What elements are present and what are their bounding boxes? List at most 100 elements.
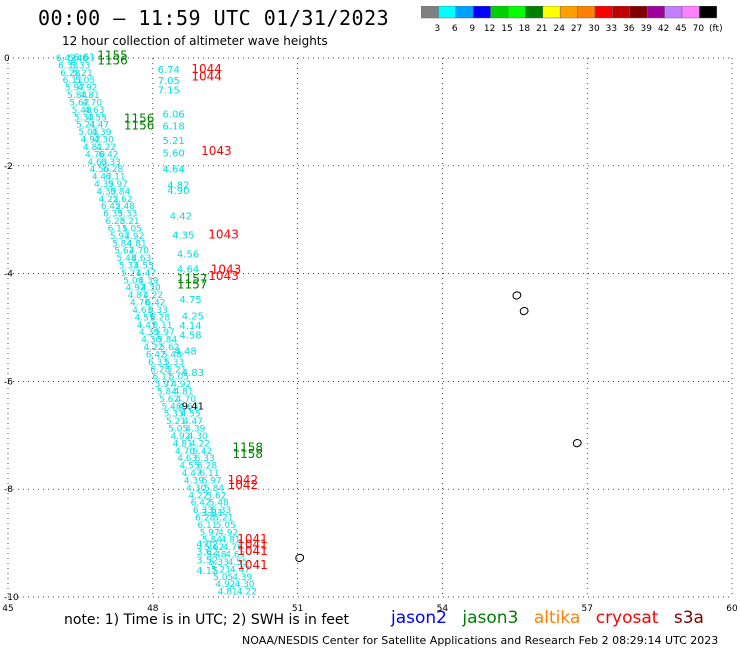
track-swh-label: 5.05: [168, 425, 188, 435]
swh-label: 4.42: [170, 212, 192, 223]
track-swh-label: 5.48: [115, 202, 135, 212]
track-swh-label: 4.22: [237, 588, 257, 598]
track-swh-label: 6.11: [106, 173, 126, 183]
track-swh-label: 6.42: [146, 350, 166, 360]
track-swh-label: 4.63: [225, 551, 245, 561]
track-swh-label: 5.84: [202, 536, 222, 546]
swh-label: 9.41: [182, 401, 204, 412]
legend-jason2: jason2: [391, 608, 447, 628]
colorbar-swatch: [438, 6, 457, 19]
track-swh-label: 4.30: [186, 484, 206, 494]
track-swh-label: 4.47: [137, 321, 157, 331]
track-swh-label: 5.05: [213, 573, 233, 583]
track-swh-label: 6.11: [199, 469, 219, 479]
track-swh-label: 5.62: [113, 195, 133, 205]
swh-label: 6.74: [158, 65, 180, 76]
island-outline: [572, 439, 582, 448]
map-axes: 45 48 51 54 57 600-2-4-6-8-10: [2, 54, 738, 614]
colorbar-swatch: [629, 6, 648, 19]
track-swh-label: 4.55: [181, 410, 201, 420]
pass-time-label: 1044: [191, 62, 222, 76]
track-swh-label: 4.39: [94, 180, 114, 190]
track-swh-label: 5.33: [164, 410, 184, 420]
track-swh-label: 5.05: [123, 276, 143, 286]
track-swh-label: 4.30: [96, 187, 116, 197]
track-swh-label: 6.28: [195, 513, 215, 523]
track-swh-label: 5.33: [209, 558, 229, 568]
track-swh-label: 4.47: [92, 173, 112, 183]
swh-label: 4.15: [196, 566, 218, 577]
swh-label: 4.02: [196, 539, 218, 550]
swh-label: 4.90: [167, 186, 189, 197]
colorbar-swatch: [681, 6, 700, 19]
track-swh-label: 5.05: [75, 76, 95, 86]
colorbar-swatch: [490, 6, 509, 19]
track-swh-label: 5.62: [159, 343, 179, 353]
pass-time-label: 1042: [228, 473, 259, 487]
map-grid: [7, 57, 733, 598]
colorbar-label: 12: [484, 24, 495, 34]
track-swh-label: 4.39: [139, 328, 159, 338]
track-swh-label: 4.92: [218, 528, 238, 538]
track-swh-label: 5.33: [74, 113, 94, 123]
pass-time-label: 1043: [208, 228, 239, 242]
swh-label: 7.15: [158, 86, 180, 97]
track-swh-label: 4.55: [135, 313, 155, 323]
pass-time-label: 1156: [97, 53, 128, 67]
track-swh-label: 5.21: [166, 417, 186, 427]
colorbar-swatch: [525, 6, 544, 19]
colorbar-swatch: [612, 6, 631, 19]
track-swh-label: 4.70: [82, 98, 102, 108]
track-swh-label: 4.39: [184, 476, 204, 486]
colorbar-label: 24: [553, 24, 565, 34]
swh-label: 4.83: [182, 368, 204, 379]
colorbar-label: 42: [658, 24, 669, 34]
track-swh-label: 6.28: [150, 365, 170, 375]
track-swh-label: 4.92: [171, 380, 191, 390]
track-swh-label: 4.63: [87, 158, 107, 168]
track-swh-label: 4.22: [144, 343, 164, 353]
colorbar-label: 3: [435, 24, 441, 34]
lat-tick-label: -4: [4, 270, 13, 280]
swh-label: 4.64: [162, 164, 184, 175]
colorbar-label: (ft): [709, 24, 723, 34]
track-swh-label: 5.33: [211, 506, 231, 516]
track-swh-label: 5.84: [67, 91, 87, 101]
track-swh-label: 4.39: [232, 573, 252, 583]
track-swh-label: 4.47: [89, 121, 109, 131]
track-swh-label: 4.30: [141, 284, 161, 294]
track-swh-label: 5.21: [167, 365, 187, 375]
track-swh-label: 5.84: [157, 336, 177, 346]
track-swh-label: 5.97: [155, 328, 175, 338]
track-swh-label: 4.63: [132, 306, 152, 316]
track-swh-label: 4.70: [130, 299, 150, 309]
swh-label: 6.18: [162, 122, 184, 133]
pass-time-label: 1157: [177, 278, 208, 292]
pass-time-label: 1156: [124, 119, 155, 133]
track-swh-label: 4.70: [129, 247, 149, 257]
swh-label: 3.81: [201, 508, 223, 519]
track-swh-label: 5.84: [157, 388, 177, 398]
track-swh-label: 5.21: [211, 565, 231, 575]
lon-tick-label: 45: [2, 604, 13, 614]
island-outline: [519, 306, 529, 316]
track-swh-label: 6.42: [98, 150, 118, 160]
lat-tick-label: -10: [4, 593, 19, 603]
track-swh-label: 5.62: [114, 247, 134, 257]
track-swh-label: 5.21: [76, 121, 96, 131]
track-swh-label: 4.81: [218, 588, 238, 598]
swh-label: 4.14: [179, 321, 201, 332]
track-swh-label: 5.33: [117, 210, 137, 220]
track-swh-label: 4.81: [128, 291, 148, 301]
colorbar-swatch: [542, 6, 561, 19]
track-swh-label: 4.39: [91, 128, 111, 138]
track-swh-label: 5.84: [204, 484, 224, 494]
track-swh-label: 4.81: [80, 91, 100, 101]
colorbar: 3 6 9 12 15 18 21 24 27 30 33 36 39 42 45 70 (ft): [421, 6, 723, 34]
track-swh-label: 5.48: [209, 499, 229, 509]
track-swh-label: 4.70: [176, 395, 196, 405]
track-swh-label: 5.21: [121, 269, 141, 279]
track-swh-label: 4.47: [182, 469, 202, 479]
swh-label: 4.64: [177, 265, 199, 276]
